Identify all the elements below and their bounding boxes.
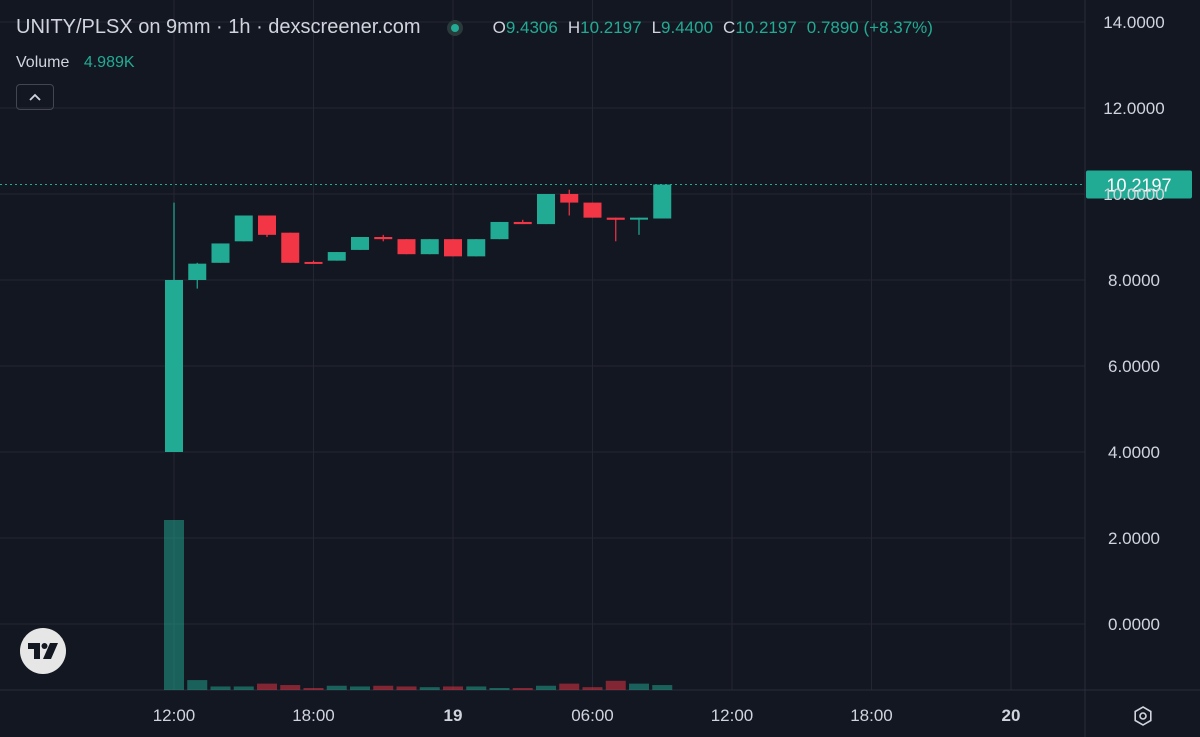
candles [165, 184, 672, 452]
price-tick-label: 0.0000 [1108, 615, 1160, 634]
volume-bar [466, 686, 487, 690]
volume-bar [559, 683, 580, 690]
close-label: C [723, 17, 736, 37]
candle-body [397, 239, 416, 255]
candle-body [211, 243, 230, 263]
collapse-legend-button[interactable] [16, 84, 54, 110]
market-status-icon [446, 19, 463, 36]
volume-bar [326, 685, 347, 690]
volume-bar [629, 683, 649, 690]
candle-body [304, 261, 323, 264]
candle-body [258, 215, 276, 235]
change-value: 0.7890 (+8.37%) [806, 17, 933, 37]
candle-body [234, 215, 253, 242]
high-label: H [567, 17, 581, 37]
candle-body [420, 239, 439, 255]
candle-body [188, 263, 207, 280]
volume-bar [303, 688, 324, 690]
volume-bar [582, 687, 603, 690]
last-price-label: 10.2197 [1106, 176, 1171, 196]
tradingview-logo-icon[interactable] [20, 628, 66, 674]
candle-body [351, 237, 369, 250]
volume-bar [373, 685, 394, 690]
price-tick-label: 4.0000 [1108, 443, 1160, 462]
time-tick-label: 06:00 [571, 706, 614, 725]
time-tick-label: 12:00 [153, 706, 196, 725]
volume-bar [396, 686, 417, 690]
symbol-title[interactable]: UNITY/PLSX on 9mm · 1h · dexscreener.com [16, 16, 421, 38]
open-value: 9.4306 [505, 17, 558, 37]
time-tick-label: 18:00 [292, 706, 335, 725]
volume-bar [164, 520, 184, 690]
volume-bar [210, 686, 231, 690]
last-price-badge [1086, 170, 1192, 199]
price-tick-label: 2.0000 [1108, 529, 1160, 548]
low-value: 9.4400 [661, 17, 714, 37]
candle-body [606, 217, 625, 220]
volume-bar [419, 687, 440, 690]
candle-body [374, 237, 393, 240]
volume-label: Volume [16, 54, 70, 71]
candle-body [653, 184, 672, 219]
candle-body [165, 280, 183, 452]
last-price-line: 10.2197 [0, 170, 1192, 199]
close-value: 10.2197 [735, 17, 797, 37]
chart-legend: UNITY/PLSX on 9mm · 1h · dexscreener.com… [16, 16, 943, 39]
candle-body [327, 252, 346, 261]
price-tick-label: 14.0000 [1103, 13, 1164, 32]
candle-body [537, 194, 555, 225]
ohlc-values: O 9.4306 H 10.2197 L 9.4400 C 10.2197 0.… [493, 18, 943, 38]
price-tick-label: 10.0000 [1103, 185, 1164, 204]
candle-body [560, 194, 579, 203]
volume-bar [443, 686, 463, 690]
chevron-up-icon [29, 93, 41, 101]
volume-bar [489, 688, 510, 690]
candle-body [583, 202, 602, 218]
price-axis: 14.0000 12.0000 10.0000 8.0000 6.0000 4.0000 2… [1103, 13, 1164, 634]
volume-bar [233, 686, 254, 690]
volume-bar [350, 686, 370, 690]
candle-body [467, 239, 486, 257]
tradingview-logo-shape [28, 643, 58, 659]
price-tick-label: 8.0000 [1108, 271, 1160, 290]
volume-bar [512, 688, 533, 690]
price-tick-label: 6.0000 [1108, 357, 1160, 376]
price-tick-label: 12.0000 [1103, 99, 1164, 118]
time-tick-label: 20 [1002, 706, 1021, 725]
candle-body [513, 221, 532, 225]
candle-body [630, 217, 648, 220]
time-tick-label: 12:00 [711, 706, 754, 725]
volume-legend: Volume 4.989K [16, 54, 135, 72]
volume-bars [164, 520, 673, 690]
low-label: L [651, 17, 662, 37]
candle-body [490, 221, 509, 240]
time-tick-label: 19 [444, 706, 463, 725]
candle-body [281, 232, 300, 263]
volume-value: 4.989K [83, 54, 135, 71]
settings-gear-icon[interactable] [1130, 703, 1156, 729]
time-tick-label: 18:00 [850, 706, 893, 725]
high-value: 10.2197 [580, 17, 642, 37]
volume-bar [605, 680, 626, 690]
open-label: O [492, 17, 506, 37]
time-axis: 12:00 18:00 19 06:00 12:00 18:00 20 [153, 706, 1021, 725]
volume-bar [280, 685, 301, 690]
volume-bar [652, 685, 673, 690]
volume-bar [187, 680, 208, 690]
candle-body [444, 239, 462, 257]
volume-bar [536, 685, 556, 690]
volume-bar [257, 683, 277, 690]
